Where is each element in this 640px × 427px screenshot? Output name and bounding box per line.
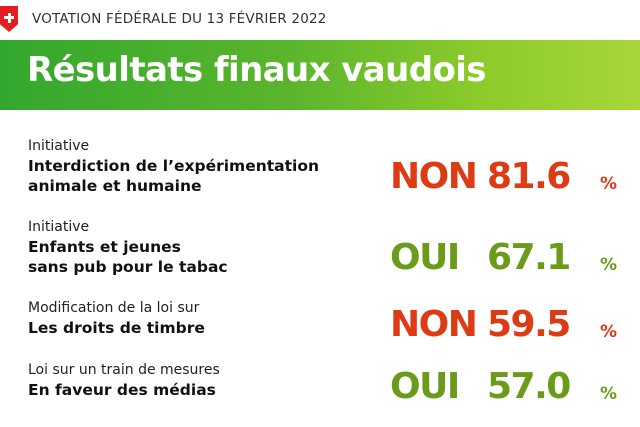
- result-type: Initiative: [28, 219, 90, 235]
- result-name-line1: Enfants et jeunes: [28, 238, 181, 256]
- result-percent: 67.1: [487, 237, 571, 278]
- top-bar: VOTATION FÉDÉRALE DU 13 FÉVRIER 2022: [0, 0, 640, 40]
- result-name-line1: Interdiction de l’expérimentation: [28, 157, 320, 175]
- page-title: Résultats finaux vaudois: [27, 50, 487, 90]
- result-percent: 81.6: [487, 156, 571, 197]
- result-name-line1: Les droits de timbre: [28, 319, 205, 337]
- result-name-line1: En faveur des médias: [28, 381, 216, 399]
- result-answer: NON: [390, 156, 478, 197]
- result-type: Modification de la loi sur: [28, 300, 200, 316]
- result-unit: %: [600, 384, 618, 404]
- title-banner: Résultats finaux vaudois: [0, 40, 640, 110]
- result-unit: %: [600, 174, 618, 194]
- vote-date: VOTATION FÉDÉRALE DU 13 FÉVRIER 2022: [32, 11, 327, 27]
- result-answer: OUI: [390, 366, 460, 407]
- result-answer: NON: [390, 304, 478, 345]
- result-name-line2: sans pub pour le tabac: [28, 258, 228, 276]
- result-percent: 59.5: [487, 304, 571, 345]
- result-answer: OUI: [390, 237, 460, 278]
- result-unit: %: [600, 322, 618, 342]
- result-type: Initiative: [28, 138, 90, 154]
- result-name-line2: animale et humaine: [28, 177, 202, 195]
- swiss-flag-icon: [0, 6, 18, 32]
- result-unit: %: [600, 255, 618, 275]
- result-type: Loi sur un train de mesures: [28, 362, 220, 378]
- result-percent: 57.0: [487, 366, 571, 407]
